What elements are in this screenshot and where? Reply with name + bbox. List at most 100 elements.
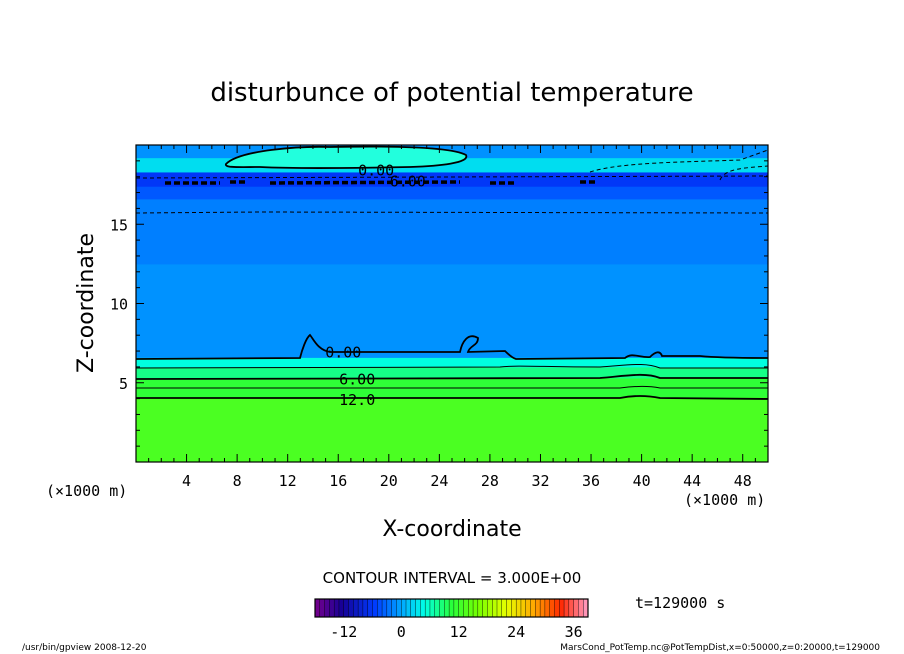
colorbar-cell-25	[434, 598, 441, 618]
colorbar-tick-label-24: 24	[507, 623, 525, 641]
colorbar-cell-17	[396, 598, 402, 618]
colorbar-cell-51	[559, 598, 565, 618]
colorbar-cell-43	[520, 598, 527, 618]
colorbar-cell-23	[424, 598, 431, 618]
x-unit-right: (×1000 m)	[684, 491, 765, 509]
colorbar-cell-30	[458, 598, 464, 618]
contour-line-upper-zero	[225, 145, 468, 170]
time-label: t=129000 s	[635, 594, 725, 612]
contour-line-dashed-4	[719, 165, 769, 181]
colorbar-cell-27	[444, 598, 450, 618]
colorbar-cell-8	[353, 598, 359, 618]
colorbar-cell-3	[329, 598, 335, 618]
colorbar-cell-13	[377, 598, 383, 618]
colorbar-tick-label--12: -12	[330, 623, 357, 641]
contour-label-0: 0.00	[358, 161, 394, 179]
colorbar-cell-31	[463, 598, 469, 618]
colorbar-cell-1	[319, 598, 326, 618]
x-tick-label-28: 28	[481, 472, 499, 490]
contour-label-1: 6.00	[390, 172, 426, 190]
contour-line-dashed-thick	[165, 180, 598, 185]
colorbar-cell-53	[568, 598, 575, 618]
colorbar-cell-11	[367, 598, 373, 618]
colorbar-cell-50	[554, 598, 560, 618]
x-tick-label-40: 40	[633, 472, 651, 490]
colorbar-cell-48	[544, 598, 551, 618]
colorbar-cell-12	[372, 598, 378, 618]
footer-left: /usr/bin/gpview 2008-12-20	[22, 643, 147, 653]
x-tick-label-36: 36	[582, 472, 600, 490]
color-band-2	[136, 366, 768, 379]
color-band-5	[136, 198, 768, 265]
colorbar-frame	[314, 598, 589, 618]
colorbar-cell-54	[573, 598, 579, 618]
colorbar-cell-4	[333, 598, 340, 618]
colorbar-cell-24	[429, 598, 436, 618]
colorbar-cell-2	[324, 598, 330, 618]
contour-label-3: 6.00	[339, 371, 375, 389]
colorbar-tick-label-12: 12	[450, 623, 468, 641]
y-tick-label-10: 10	[110, 296, 128, 314]
x-tick-label-20: 20	[380, 472, 398, 490]
colorbar-cell-37	[492, 598, 498, 618]
colorbar-cell-14	[381, 598, 388, 618]
contour-label-2: 0.00	[325, 344, 361, 362]
colorbar-tick-label-36: 36	[565, 623, 583, 641]
colorbar-cell-39	[501, 598, 508, 618]
y-axis-label: Z-coordinate	[74, 233, 99, 373]
contour-lines	[135, 145, 769, 400]
colorbar-cell-20	[410, 598, 417, 618]
colorbar-cell-26	[439, 598, 445, 618]
colorbar-cell-44	[525, 598, 532, 618]
colorbar-cell-15	[386, 598, 393, 618]
color-band-3	[136, 357, 768, 368]
colorbar-cell-7	[348, 598, 354, 618]
colorbar-cell-38	[496, 598, 503, 618]
colorbar	[314, 598, 589, 618]
color-bands	[136, 145, 768, 463]
colorbar-cell-21	[415, 598, 421, 618]
x-tick-label-12: 12	[279, 472, 297, 490]
colorbar-cell-41	[511, 598, 517, 618]
contour-line-3	[135, 364, 768, 369]
colorbar-cell-45	[530, 598, 536, 618]
colorbar-cell-55	[578, 598, 584, 618]
chart-title: disturbunce of potential temperature	[210, 78, 693, 108]
colorbar-cell-22	[420, 598, 426, 618]
colorbar-cell-47	[539, 598, 546, 618]
x-tick-label-8: 8	[233, 472, 242, 490]
contour-label-4: 12.0	[339, 391, 375, 409]
contour-line-lower-zero	[135, 333, 769, 360]
x-tick-label-4: 4	[182, 472, 191, 490]
colorbar-cell-0	[314, 598, 321, 618]
colorbar-tick-label-0: 0	[397, 623, 406, 641]
color-band-4	[136, 263, 768, 358]
contour-line-dashed-1	[135, 175, 769, 179]
color-band-0	[136, 397, 768, 463]
x-tick-label-24: 24	[430, 472, 448, 490]
footer-right: MarsCond_PotTemp.nc@PotTempDist,x=0:5000…	[560, 643, 880, 653]
colorbar-cell-49	[549, 598, 555, 618]
x-tick-label-32: 32	[531, 472, 549, 490]
contour-line-dashed-2	[135, 211, 769, 214]
colorbar-cell-29	[453, 598, 460, 618]
colorbar-cell-16	[391, 598, 397, 618]
x-tick-label-44: 44	[683, 472, 701, 490]
contour-interval: CONTOUR INTERVAL = 3.000E+00	[323, 569, 582, 587]
colorbar-cell-33	[472, 598, 479, 618]
colorbar-ticks: -12 0 12 24 36	[330, 623, 582, 641]
colorbar-cell-18	[401, 598, 407, 618]
x-axis-label: X-coordinate	[382, 517, 521, 542]
contour-line-twelve	[136, 395, 769, 400]
colorbar-cell-46	[535, 598, 541, 618]
colorbar-cell-28	[448, 598, 455, 618]
x-unit-left: (×1000 m)	[46, 482, 127, 500]
colorbar-cell-52	[563, 598, 570, 618]
colorbar-cell-10	[362, 598, 369, 618]
y-tick-label-5: 5	[119, 375, 128, 393]
colorbar-cell-6	[343, 598, 350, 618]
